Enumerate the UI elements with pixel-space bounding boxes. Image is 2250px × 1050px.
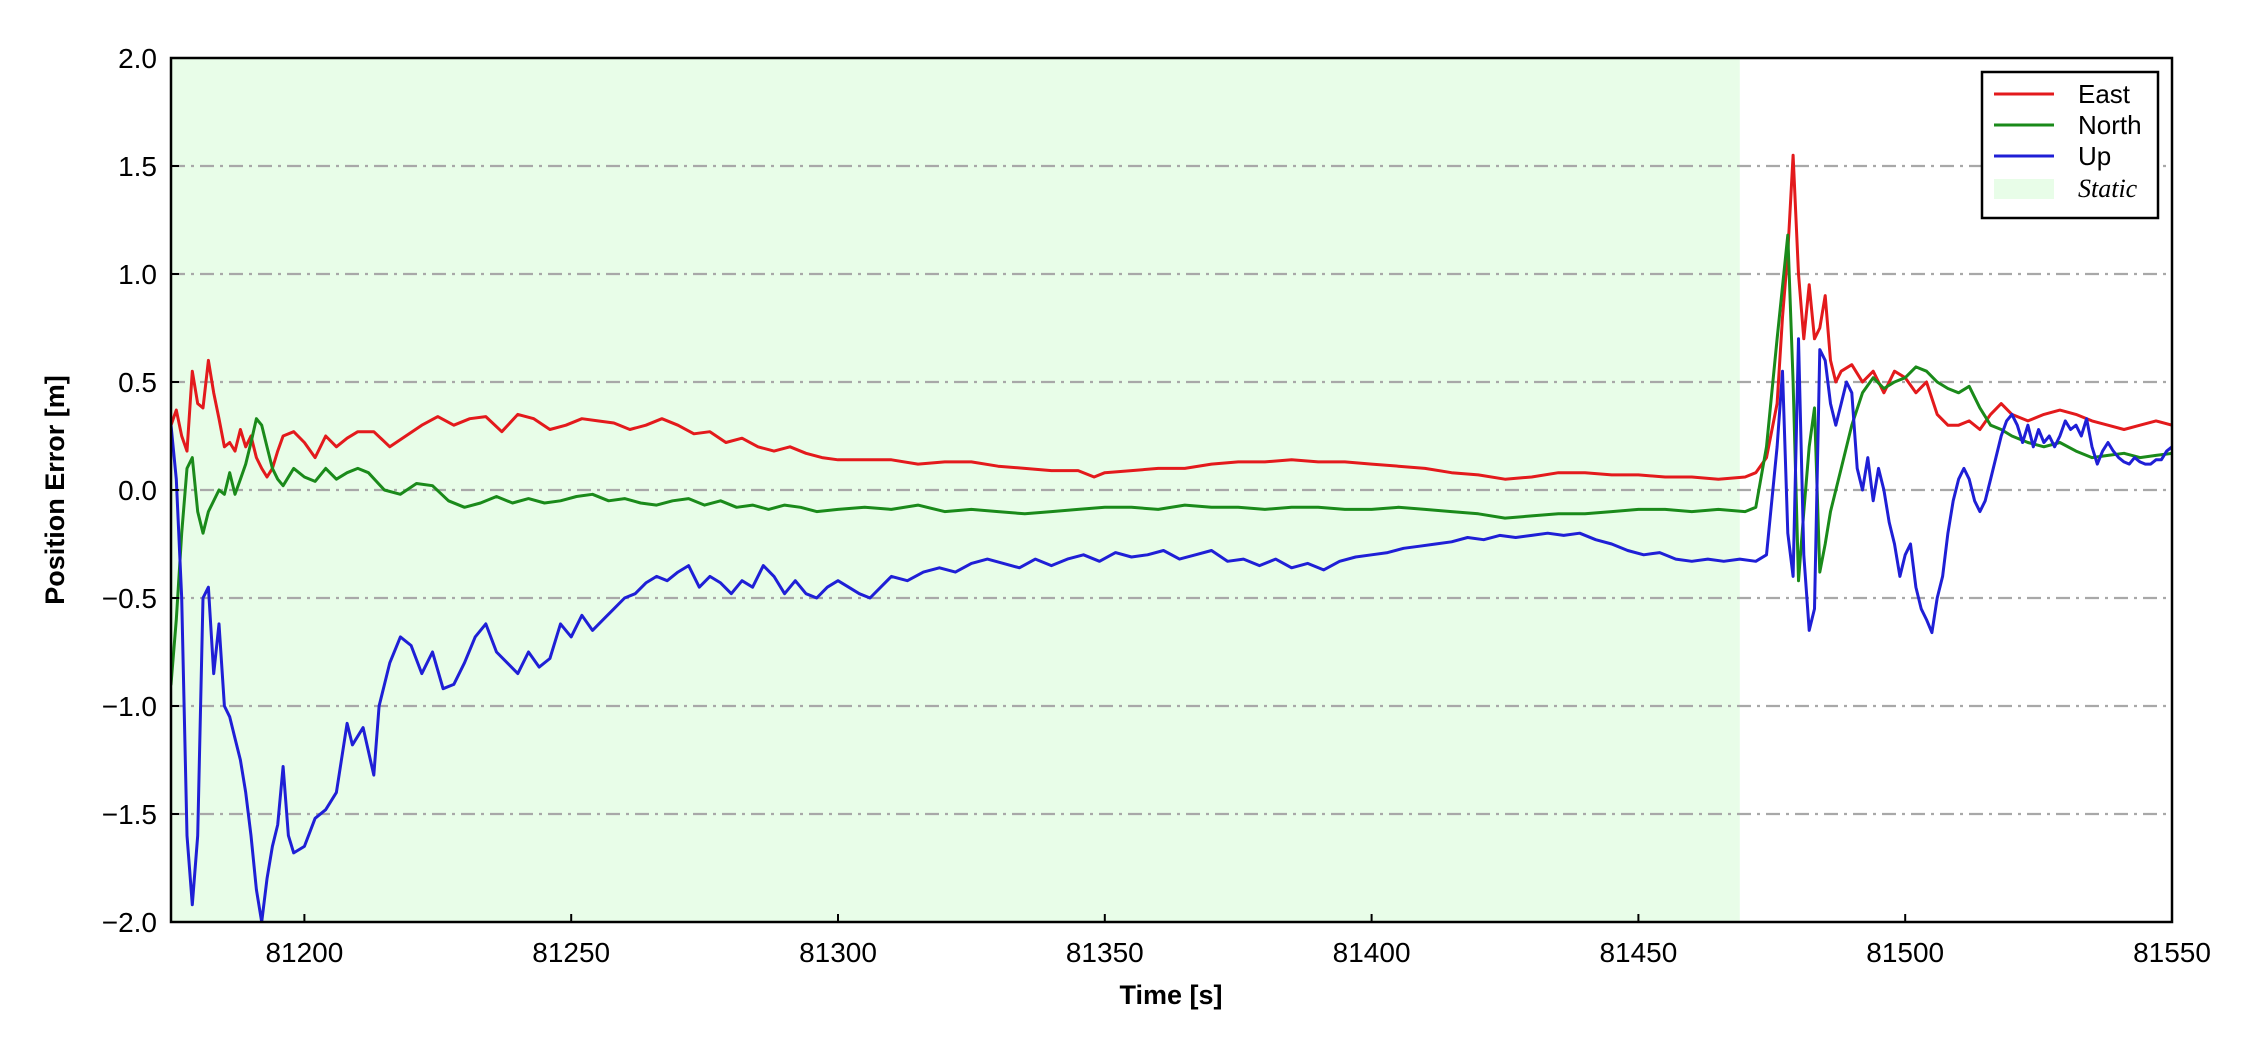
y-tick-label-5: 0.5 [118, 367, 157, 398]
legend-label-up: Up [2078, 141, 2111, 171]
legend-label-north: North [2078, 110, 2142, 140]
series-line-north [171, 233, 2172, 686]
x-tick-label-3: 81350 [1066, 937, 1144, 968]
legend-label-static: Static [2078, 174, 2138, 203]
x-tick-label-0: 81200 [265, 937, 343, 968]
y-axis-label: Position Error [m] [40, 375, 70, 605]
x-tick-label-6: 81500 [1866, 937, 1944, 968]
x-tick-label-1: 81250 [532, 937, 610, 968]
series-line-up [171, 337, 2172, 922]
y-tick-label-7: 1.5 [118, 151, 157, 182]
y-tick-label-4: 0.0 [118, 475, 157, 506]
x-tick-label-5: 81450 [1599, 937, 1677, 968]
y-tick-label-0: −2.0 [102, 907, 157, 938]
y-tick-label-6: 1.0 [118, 259, 157, 290]
legend: East North Up Static [1980, 70, 2160, 220]
x-tick-label-2: 81300 [799, 937, 877, 968]
y-tick-label-8: 2.0 [118, 43, 157, 74]
series-layer [171, 153, 2172, 922]
x-axis-label: Time [s] [1119, 980, 1222, 1010]
y-tick-label-3: −0.5 [102, 583, 157, 614]
y-tick-label-2: −1.0 [102, 691, 157, 722]
y-tick-label-1: −1.5 [102, 799, 157, 830]
legend-swatch-static [1994, 179, 2054, 199]
x-axis-ticks: 81200 81250 81300 81350 81400 81450 81500 81550 [265, 914, 2211, 968]
legend-label-east: East [2078, 79, 2131, 109]
y-axis-ticks: −2.0 −1.5 −1.0 −0.5 0.0 0.5 1.0 1.5 2.0 [102, 43, 179, 938]
x-tick-label-4: 81400 [1333, 937, 1411, 968]
x-tick-label-7: 81550 [2133, 937, 2211, 968]
